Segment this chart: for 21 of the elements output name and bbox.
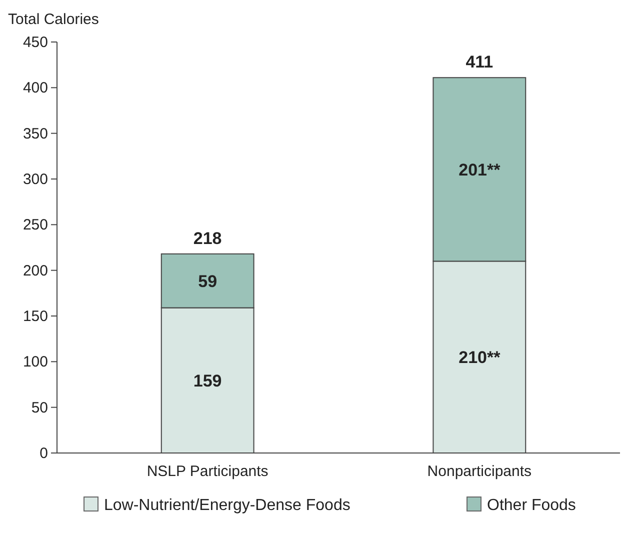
y-tick-label: 250: [22, 216, 48, 234]
x-tick-label: Nonparticipants: [427, 463, 532, 480]
y-tick-label: 300: [22, 171, 48, 188]
y-tick-label: 0: [40, 445, 48, 462]
data-label: 210**: [458, 348, 501, 368]
y-tick-label: 350: [22, 125, 48, 142]
y-tick-label: 150: [22, 308, 48, 325]
data-label: 201**: [458, 160, 501, 180]
y-tick-label: 100: [22, 354, 48, 371]
total-label: 411: [466, 52, 494, 72]
y-tick-label: 50: [31, 399, 48, 416]
legend-label: Low-Nutrient/Energy-Dense Foods: [104, 497, 350, 514]
data-label: 59: [198, 272, 218, 291]
y-tick-label: 450: [22, 34, 48, 51]
legend-label: Other Foods: [487, 497, 576, 514]
total-label: 218: [193, 228, 222, 248]
y-axis-title: Total Calories: [8, 11, 99, 28]
data-label: 159: [193, 371, 222, 390]
y-tick-label: 200: [22, 262, 48, 280]
y-tick-label: 400: [22, 80, 48, 97]
x-tick-label: NSLP Participants: [146, 463, 268, 480]
